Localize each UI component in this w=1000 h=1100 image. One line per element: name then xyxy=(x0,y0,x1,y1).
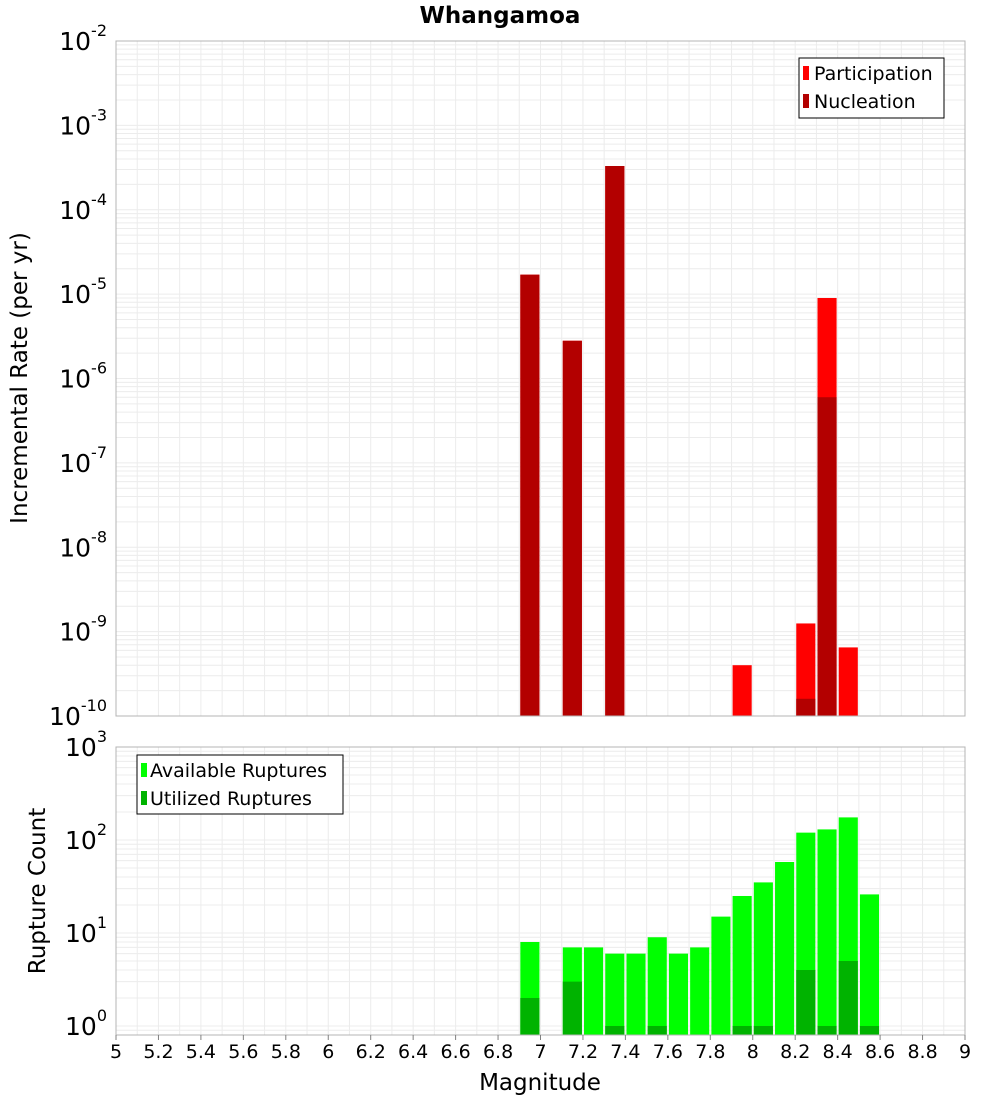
x-tick-label: 5.2 xyxy=(143,1041,173,1063)
x-tick-label: 7.8 xyxy=(695,1041,725,1063)
participation-legend-swatch xyxy=(803,66,809,80)
x-tick-label: 7.4 xyxy=(610,1041,640,1063)
x-axis-label: Magnitude xyxy=(479,1070,601,1096)
count-panel: 103 102 101 100 Rupture Count Available Rup… xyxy=(25,727,966,1041)
x-axis-ticks: 5 5.2 5.4 5.6 5.8 6 6.2 6.4 6.6 6.8 7 7.2 7.4 7.6 7.8 8… xyxy=(110,1035,971,1063)
count-y-tick-label: 102 xyxy=(65,820,107,855)
utilized-ruptures-bar xyxy=(520,997,540,1035)
rate-plot-frame xyxy=(115,40,966,717)
x-tick-label: 6 xyxy=(322,1041,334,1063)
nucleation-legend-label: Nucleation xyxy=(814,91,916,113)
count-legend-box xyxy=(136,754,344,815)
rate-bars xyxy=(520,166,858,717)
available-ruptures-bar xyxy=(584,947,604,1035)
x-tick-label: 6.4 xyxy=(398,1041,428,1063)
x-tick-label: 5.8 xyxy=(271,1041,301,1063)
x-tick-label: 7 xyxy=(534,1041,546,1063)
nucleation-legend-swatch xyxy=(803,94,809,108)
available-legend-label: Available Ruptures xyxy=(150,760,327,782)
utilized-ruptures-bar xyxy=(605,1025,625,1035)
x-tick-label: 8.2 xyxy=(780,1041,810,1063)
count-y-axis-label: Rupture Count xyxy=(25,808,51,974)
rate-y-tick-label: 10-9 xyxy=(59,612,107,647)
rate-y-tick-label: 10-4 xyxy=(59,190,107,225)
rate-y-ticks: 10-2 10-3 10-4 10-5 10-6 10-7 10-8 10-9 10-10 xyxy=(49,21,107,731)
participation-bar xyxy=(796,623,816,716)
count-y-tick-label: 100 xyxy=(65,1006,107,1041)
available-ruptures-bar xyxy=(626,953,646,1035)
participation-bar xyxy=(732,665,752,716)
rate-y-tick-label: 10-6 xyxy=(59,359,107,394)
x-tick-label: 6.8 xyxy=(483,1041,513,1063)
rate-legend: Participation Nucleation xyxy=(798,57,945,119)
available-ruptures-bar xyxy=(647,937,667,1035)
x-tick-label: 6.2 xyxy=(356,1041,386,1063)
x-tick-label: 5.6 xyxy=(228,1041,258,1063)
available-ruptures-bar xyxy=(690,947,710,1035)
utilized-legend-label: Utilized Ruptures xyxy=(150,788,312,810)
chart-title: Whangamoa xyxy=(420,3,581,29)
count-y-tick-label: 103 xyxy=(65,727,107,762)
x-tick-label: 8.6 xyxy=(865,1041,895,1063)
x-tick-label: 8.4 xyxy=(823,1041,853,1063)
participation-legend-label: Participation xyxy=(814,63,933,85)
rate-y-tick-label: 10-8 xyxy=(59,527,107,562)
x-tick-label: 5 xyxy=(110,1041,122,1063)
rate-y-tick-label: 10-7 xyxy=(59,443,107,478)
utilized-ruptures-bar xyxy=(817,1025,837,1035)
available-ruptures-bar xyxy=(711,916,731,1035)
nucleation-bar xyxy=(562,340,582,716)
utilized-ruptures-bar xyxy=(753,1025,773,1035)
rate-y-axis-label: Incremental Rate (per yr) xyxy=(7,232,33,524)
available-ruptures-bar xyxy=(732,895,752,1035)
utilized-legend-swatch xyxy=(141,791,147,805)
count-bars xyxy=(520,817,880,1035)
available-legend-swatch xyxy=(141,763,147,777)
count-y-tick-label: 101 xyxy=(65,913,107,948)
nucleation-bar xyxy=(520,274,540,716)
rate-legend-box xyxy=(798,57,945,119)
nucleation-bar xyxy=(605,166,625,717)
x-tick-label: 7.2 xyxy=(568,1041,598,1063)
rate-y-tick-label: 10-5 xyxy=(59,274,107,309)
utilized-ruptures-bar xyxy=(796,969,816,1035)
nucleation-bar xyxy=(796,698,816,716)
x-tick-label: 5.4 xyxy=(186,1041,216,1063)
participation-bar xyxy=(838,647,858,716)
utilized-ruptures-bar xyxy=(859,1025,880,1035)
available-ruptures-bar xyxy=(817,829,837,1035)
available-ruptures-bar xyxy=(859,894,880,1035)
utilized-ruptures-bar xyxy=(732,1025,752,1035)
available-ruptures-bar xyxy=(605,953,625,1035)
x-tick-label: 8 xyxy=(747,1041,759,1063)
nucleation-bar xyxy=(817,397,837,716)
x-tick-label: 6.6 xyxy=(440,1041,470,1063)
rate-y-tick-label: 10-10 xyxy=(49,696,107,731)
count-y-ticks: 103 102 101 100 xyxy=(65,727,107,1041)
utilized-ruptures-bar xyxy=(562,981,582,1035)
available-ruptures-bar xyxy=(775,861,795,1035)
available-ruptures-bar xyxy=(753,882,773,1035)
utilized-ruptures-bar xyxy=(838,960,858,1035)
x-tick-label: 7.6 xyxy=(653,1041,683,1063)
x-tick-label: 9 xyxy=(959,1041,971,1063)
rate-panel: 10-2 10-3 10-4 10-5 10-6 10-7 10-8 10-9 10-10 In… xyxy=(7,21,966,731)
rate-gridlines xyxy=(115,41,966,717)
rate-y-tick-label: 10-3 xyxy=(59,105,107,140)
count-legend: Available Ruptures Utilized Ruptures xyxy=(136,754,344,815)
utilized-ruptures-bar xyxy=(647,1025,667,1035)
x-tick-label: 8.8 xyxy=(907,1041,937,1063)
rate-y-tick-label: 10-2 xyxy=(59,21,107,56)
available-ruptures-bar xyxy=(668,953,689,1035)
